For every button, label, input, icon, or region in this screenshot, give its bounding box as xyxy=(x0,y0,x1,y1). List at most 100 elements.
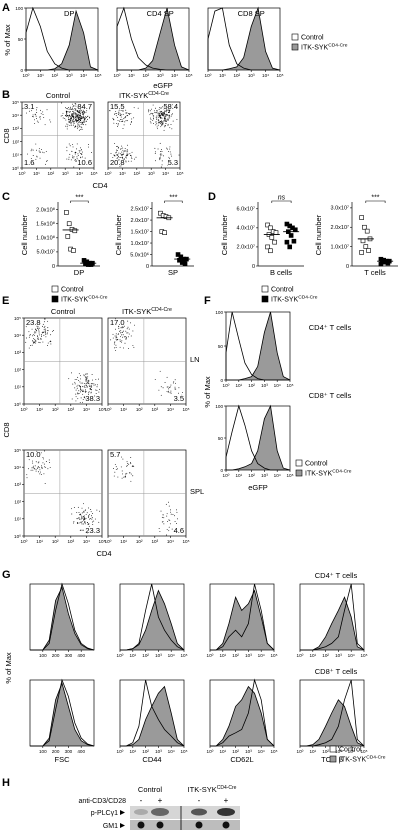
x-tick-label: 10² xyxy=(322,749,329,754)
event-dot xyxy=(86,512,88,514)
event-dot xyxy=(170,392,172,394)
event-dot xyxy=(174,379,176,381)
y-tick-label: 4.0x10⁷ xyxy=(236,225,255,232)
y-tick-label: 10⁵ xyxy=(14,316,21,321)
event-dot xyxy=(165,503,167,505)
event-dot xyxy=(77,393,79,395)
event-dot xyxy=(84,117,86,119)
event-dot xyxy=(120,327,122,329)
event-dot xyxy=(131,151,133,153)
event-dot xyxy=(160,166,162,168)
event-dot xyxy=(64,115,66,117)
event-dot xyxy=(71,372,72,374)
x-tick-label: 10⁴ xyxy=(167,407,174,412)
event-dot xyxy=(41,149,42,150)
event-dot xyxy=(30,334,32,336)
y-tick-label: 10⁴ xyxy=(14,465,21,470)
event-dot xyxy=(79,121,81,123)
y-tick-label: 10⁰ xyxy=(12,166,19,171)
event-dot xyxy=(74,107,76,109)
event-dot xyxy=(149,117,151,119)
event-dot xyxy=(154,112,156,113)
event-dot xyxy=(91,374,93,375)
quadrant-label: 10.0 xyxy=(26,450,41,459)
event-dot xyxy=(79,385,81,387)
event-dot xyxy=(122,473,124,475)
point xyxy=(366,248,371,253)
y-tick-label: 10⁰ xyxy=(14,402,21,407)
event-dot xyxy=(119,112,121,114)
plot-frame xyxy=(107,317,187,405)
event-dot xyxy=(116,146,118,147)
event-dot xyxy=(43,327,45,329)
event-dot xyxy=(159,370,161,372)
event-dot xyxy=(50,121,52,123)
row-label: CD8⁺ T cells xyxy=(309,391,352,400)
event-dot xyxy=(160,157,162,159)
event-dot xyxy=(166,376,168,378)
axis-label: CD4 xyxy=(96,549,111,558)
event-dot xyxy=(130,463,132,465)
x-tick-label: 10⁵ xyxy=(182,539,189,544)
event-dot xyxy=(125,337,127,339)
event-dot xyxy=(29,163,31,165)
event-dot xyxy=(75,117,77,119)
event-dot xyxy=(166,529,168,530)
point xyxy=(385,260,391,266)
event-dot xyxy=(38,332,40,334)
event-dot xyxy=(119,157,121,158)
point xyxy=(265,222,270,228)
y-tick-label: 1.0x10⁸ xyxy=(36,235,55,242)
event-dot xyxy=(88,515,90,516)
event-dot xyxy=(31,344,33,346)
axis-label: CD8 xyxy=(2,422,11,437)
event-dot xyxy=(171,103,173,105)
event-dot xyxy=(123,347,124,349)
event-dot xyxy=(128,114,130,116)
event-dot xyxy=(38,148,40,150)
event-dot xyxy=(80,126,82,128)
event-dot xyxy=(70,117,72,119)
event-dot xyxy=(68,111,70,113)
event-dot xyxy=(77,392,79,394)
event-dot xyxy=(82,123,84,125)
x-tick-label: 10⁰ xyxy=(19,171,26,176)
y-tick-label: 3.0x10⁷ xyxy=(330,205,349,212)
event-dot xyxy=(128,328,130,330)
event-dot xyxy=(127,120,129,122)
event-dot xyxy=(77,523,79,525)
x-tick-label: 10³ xyxy=(67,407,74,412)
event-dot xyxy=(78,117,79,119)
event-dot xyxy=(88,515,90,517)
blot-band xyxy=(151,808,169,816)
event-dot xyxy=(77,123,79,125)
event-dot xyxy=(155,121,157,123)
event-dot xyxy=(123,124,125,126)
blot-sign: - xyxy=(198,796,201,805)
y-tick-label: 50 xyxy=(218,344,224,349)
event-dot xyxy=(74,119,76,121)
event-dot xyxy=(169,148,171,150)
event-dot xyxy=(78,112,80,114)
event-dot xyxy=(167,124,169,126)
event-dot xyxy=(85,373,87,375)
event-dot xyxy=(159,157,160,159)
blot-dot xyxy=(222,821,230,829)
quadrant-label: 38.3 xyxy=(85,394,100,403)
event-dot xyxy=(78,123,80,125)
event-dot xyxy=(117,333,119,335)
event-dot xyxy=(84,521,86,523)
y-tick-label: 10³ xyxy=(14,350,21,355)
point xyxy=(182,261,188,267)
legend-label: ITK-SYKCD4-Cre xyxy=(271,295,318,304)
event-dot xyxy=(155,116,157,118)
x-tick-label: 10³ xyxy=(245,749,252,754)
event-dot xyxy=(37,466,39,468)
y-tick-label: 10⁵ xyxy=(14,448,21,453)
event-dot xyxy=(150,113,152,114)
event-dot xyxy=(35,342,37,344)
event-dot xyxy=(172,113,174,115)
event-dot xyxy=(158,112,160,114)
event-dot xyxy=(26,112,27,114)
event-dot xyxy=(41,467,43,469)
